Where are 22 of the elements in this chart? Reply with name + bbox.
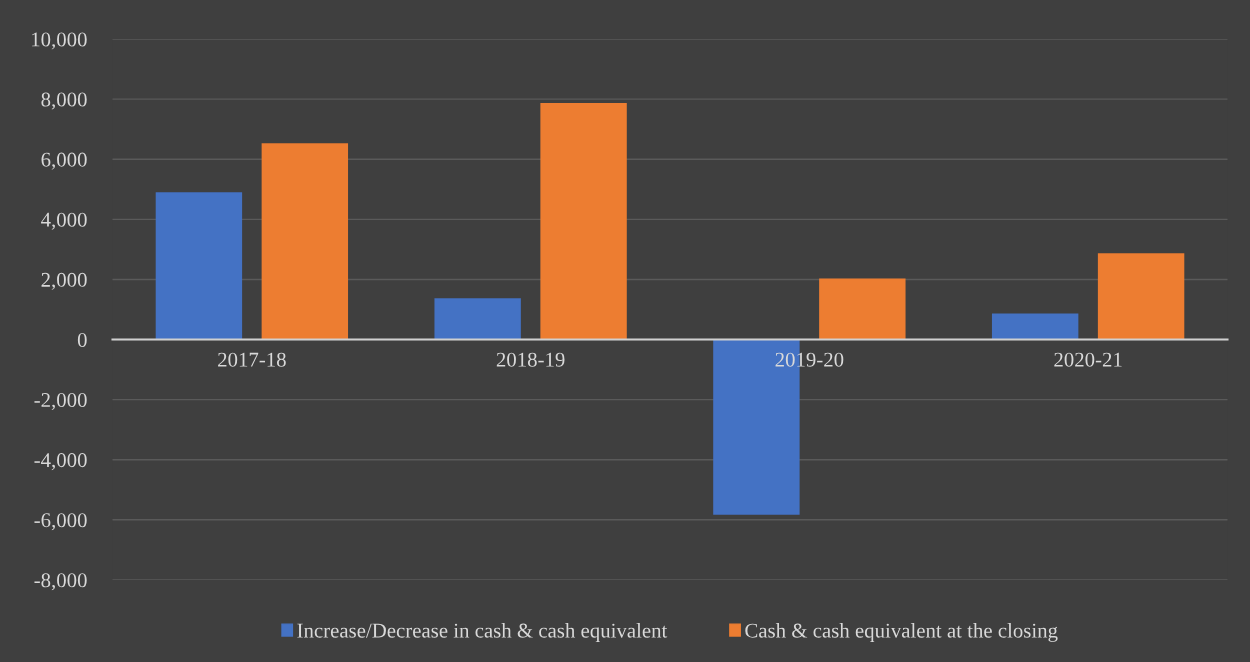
bar bbox=[819, 278, 906, 340]
bar bbox=[540, 103, 627, 340]
y-tick-label: 2,000 bbox=[41, 272, 87, 290]
bar bbox=[155, 192, 243, 340]
bar bbox=[1097, 253, 1185, 340]
y-tick-label: -6,000 bbox=[34, 513, 87, 531]
legend-label: Cash & cash equivalent at the closing bbox=[745, 623, 1058, 642]
y-tick-label: -2,000 bbox=[34, 393, 87, 411]
legend-label: Increase/Decrease in cash & cash equivalent bbox=[297, 623, 668, 642]
y-tick-label: -8,000 bbox=[34, 573, 87, 591]
x-tick-label: 2018-19 bbox=[496, 352, 565, 367]
bar bbox=[991, 313, 1079, 340]
bar bbox=[434, 298, 521, 340]
y-tick-label: 10,000 bbox=[32, 32, 87, 50]
y-tick-label: -4,000 bbox=[34, 453, 87, 471]
bar bbox=[261, 143, 349, 340]
y-tick-label: 8,000 bbox=[41, 92, 87, 110]
x-tick-label: 2017-18 bbox=[218, 352, 286, 367]
y-tick-label: 0 bbox=[77, 332, 87, 347]
x-tick-label: 2020-21 bbox=[1054, 352, 1122, 367]
y-tick-label: 4,000 bbox=[41, 212, 87, 230]
y-tick-label: 6,000 bbox=[41, 152, 87, 170]
